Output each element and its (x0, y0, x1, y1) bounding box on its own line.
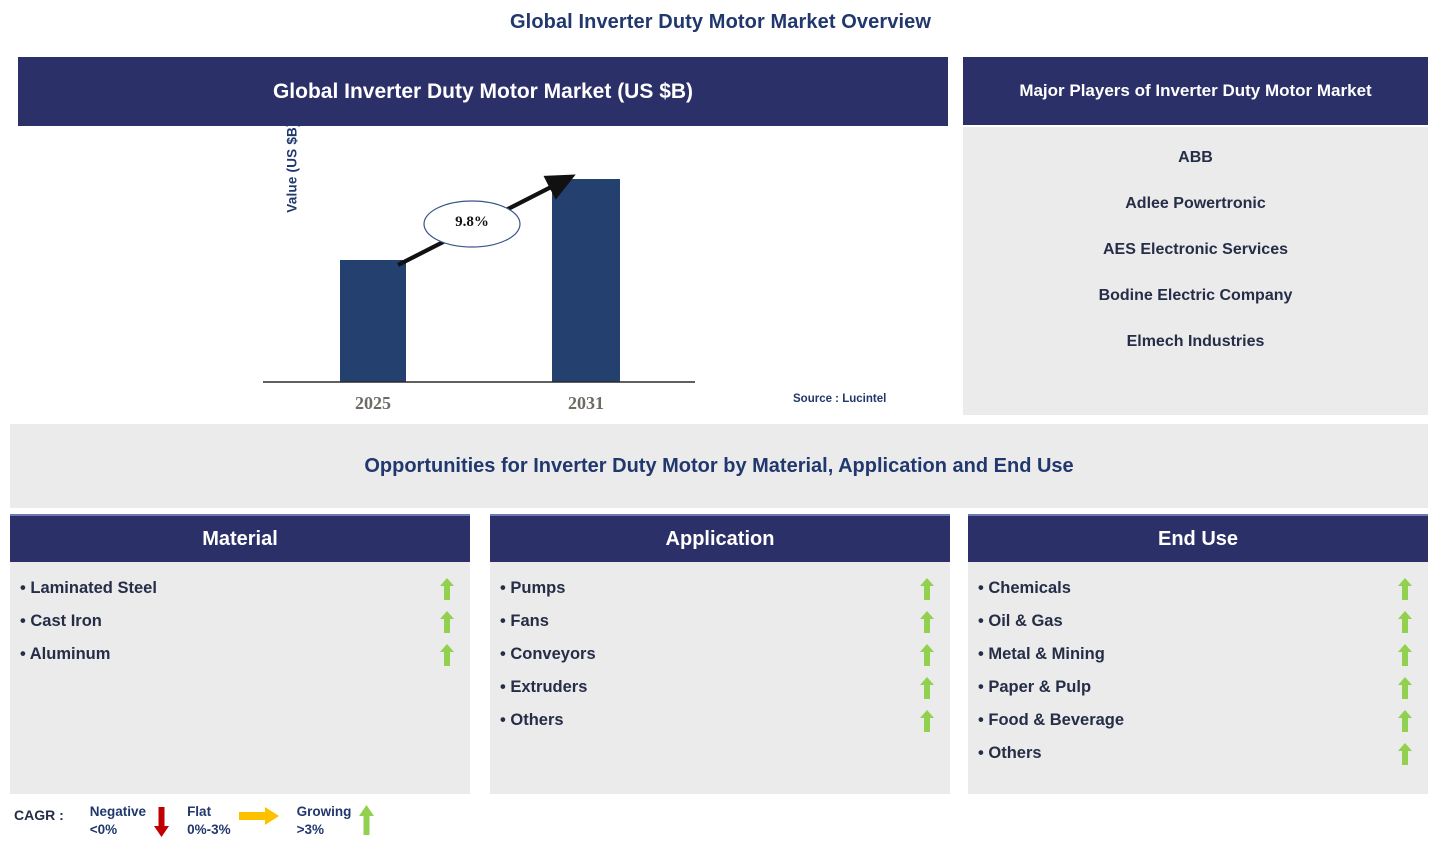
list-item: • Others (500, 704, 934, 737)
list-item: • Oil & Gas (978, 605, 1412, 638)
bar-2031 (552, 179, 620, 382)
legend-range: 0%-3% (187, 822, 231, 838)
list-item: • Others (978, 737, 1412, 770)
list-item-label: • Fans (500, 612, 549, 630)
list-item-label: • Food & Beverage (978, 711, 1125, 729)
legend-item-growing: Growing >3% (297, 803, 383, 839)
legend-range: <0% (89, 822, 118, 838)
list-item: • Cast Iron (20, 605, 454, 638)
list-item-label: • Paper & Pulp (978, 678, 1092, 696)
arrow-up-icon (920, 709, 934, 732)
legend-range: >3% (296, 822, 324, 838)
opportunities-title: Opportunities for Inverter Duty Motor by… (364, 454, 1074, 477)
list-item-label: • Others (500, 711, 564, 729)
arrow-up-icon (920, 676, 934, 699)
list-item-label: • Conveyors (500, 645, 596, 663)
x-tick-label-2025: 2025 (355, 393, 391, 413)
list-item: • Fans (500, 605, 934, 638)
bar-chart-graphic (263, 174, 695, 383)
legend-name: Growing (296, 804, 352, 819)
arrow-up-icon (920, 643, 934, 666)
legend-item-negative: Negative <0% (90, 803, 177, 839)
list-item: • Extruders (500, 671, 934, 704)
segment-list: • Pumps • Fans • Conveyors • Extruders •… (490, 562, 950, 794)
arrow-up-icon (440, 610, 454, 633)
arrow-right-icon (238, 807, 279, 825)
arrow-up-icon (1398, 742, 1412, 765)
legend-name: Negative (89, 804, 147, 819)
list-item-label: • Cast Iron (20, 612, 102, 630)
source-note: Source : Lucintel (793, 393, 887, 405)
list-item: • Food & Beverage (978, 704, 1412, 737)
page-title: Global Inverter Duty Motor Market Overvi… (510, 11, 931, 33)
list-item: ABB (1178, 149, 1213, 166)
list-item-label: • Oil & Gas (978, 612, 1063, 630)
major-players-panel: Major Players of Inverter Duty Motor Mar… (963, 57, 1428, 415)
arrow-up-icon (440, 577, 454, 600)
legend-name: Flat (187, 804, 212, 819)
arrow-up-icon (1398, 610, 1412, 633)
list-item-label: • Laminated Steel (20, 579, 157, 597)
arrow-up-icon (359, 805, 375, 835)
list-item: • Chemicals (978, 572, 1412, 605)
list-item: • Laminated Steel (20, 572, 454, 605)
market-chart-panel: Global Inverter Duty Motor Market (US $B… (18, 57, 948, 417)
segment-list: • Chemicals • Oil & Gas • Metal & Mining… (968, 562, 1428, 794)
bar-2025 (340, 260, 406, 382)
list-item: • Paper & Pulp (978, 671, 1412, 704)
list-item-label: • Pumps (500, 579, 566, 597)
arrow-down-icon (154, 807, 170, 837)
list-item: Bodine Electric Company (1098, 287, 1293, 304)
cagr-legend: CAGR : Negative <0% Flat 0%-3% Growing >… (14, 803, 392, 847)
list-item: • Metal & Mining (978, 638, 1412, 671)
major-players-list: ABB Adlee Powertronic AES Electronic Ser… (963, 127, 1428, 415)
arrow-up-icon (1398, 676, 1412, 699)
list-item: • Aluminum (20, 638, 454, 671)
list-item: • Conveyors (500, 638, 934, 671)
chart-plot-area (18, 126, 948, 417)
legend-item-flat: Flat 0%-3% (187, 803, 287, 839)
segment-header: End Use (968, 514, 1428, 562)
cagr-value-label: 9.8% (455, 214, 489, 230)
list-item: Elmech Industries (1126, 333, 1265, 350)
list-item: Adlee Powertronic (1125, 195, 1266, 212)
list-item: • Pumps (500, 572, 934, 605)
chart-y-axis-label: Value (US $B) (284, 122, 300, 213)
arrow-up-icon (1398, 643, 1412, 666)
x-tick-label-2031: 2031 (568, 393, 604, 413)
opportunities-band: Opportunities for Inverter Duty Motor by… (10, 424, 1428, 508)
chart-panel-header: Global Inverter Duty Motor Market (US $B… (18, 57, 948, 126)
list-item-label: • Others (978, 744, 1042, 762)
arrow-up-icon (1398, 709, 1412, 732)
arrow-up-icon (440, 643, 454, 666)
list-item-label: • Extruders (500, 678, 588, 696)
list-item-label: • Chemicals (978, 579, 1071, 597)
segment-card-application: Application • Pumps • Fans • Conveyors •… (490, 514, 950, 794)
arrow-up-icon (920, 577, 934, 600)
segment-header: Application (490, 514, 950, 562)
arrow-up-icon (1398, 577, 1412, 600)
major-players-header: Major Players of Inverter Duty Motor Mar… (963, 57, 1428, 125)
segment-list: • Laminated Steel • Cast Iron • Aluminum (10, 562, 470, 794)
segment-card-material: Material • Laminated Steel • Cast Iron •… (10, 514, 470, 794)
segment-header: Material (10, 514, 470, 562)
cagr-bubble (423, 200, 521, 248)
list-item-label: • Metal & Mining (978, 645, 1105, 663)
list-item-label: • Aluminum (20, 645, 111, 663)
segment-card-end-use: End Use • Chemicals • Oil & Gas • Metal … (968, 514, 1428, 794)
list-item: AES Electronic Services (1103, 241, 1288, 258)
cagr-legend-label: CAGR : (14, 807, 64, 823)
arrow-up-icon (920, 610, 934, 633)
